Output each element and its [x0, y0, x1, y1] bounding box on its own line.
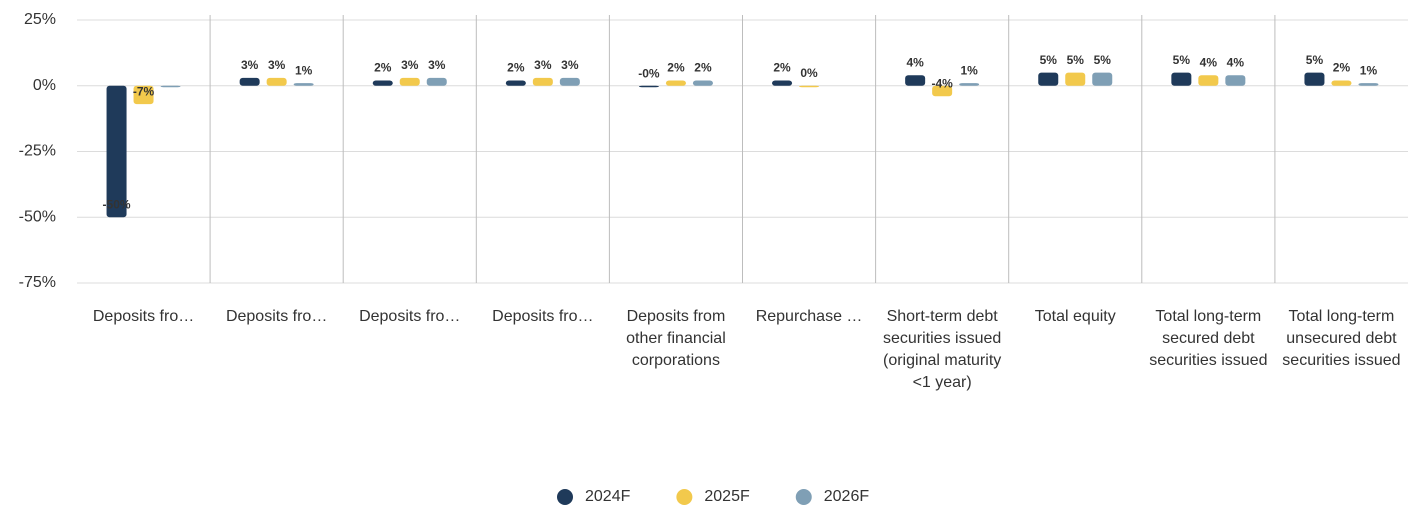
x-tick-label: Deposits fro… — [359, 308, 461, 325]
x-tick-label: Total long-term secured debt securities … — [1149, 308, 1268, 369]
bar — [638, 85, 659, 88]
legend-swatch — [795, 489, 812, 505]
y-tick-label: -75% — [19, 274, 56, 291]
data-label: -4% — [931, 76, 953, 90]
data-label: 3% — [268, 58, 286, 72]
bar — [1038, 72, 1059, 86]
legend-label: 2024F — [585, 488, 631, 505]
bar — [665, 80, 686, 86]
data-label: -50% — [103, 197, 131, 211]
data-label: 4% — [1200, 55, 1218, 69]
x-tick-label: Repurchase … — [755, 308, 863, 325]
legend-label: 2025F — [704, 488, 750, 505]
x-tick-label: Deposits fro… — [492, 308, 594, 325]
data-label: 5% — [1094, 53, 1112, 67]
bar — [692, 80, 713, 86]
data-label: 3% — [428, 58, 446, 72]
bar — [133, 85, 154, 105]
x-tick-label: Total equity — [1034, 308, 1116, 325]
legend-label: 2026F — [824, 488, 870, 505]
bar — [772, 80, 793, 86]
data-label: 5% — [1173, 53, 1191, 67]
x-tick-label: Total long-term unsecured debt securitie… — [1282, 308, 1401, 369]
bar — [1331, 80, 1352, 86]
bar — [1358, 83, 1379, 86]
bar — [799, 85, 820, 88]
data-label: 5% — [1040, 53, 1058, 67]
bar — [959, 83, 980, 86]
bar — [399, 77, 420, 86]
data-label: -0% — [638, 67, 660, 81]
data-label: 3% — [241, 58, 259, 72]
bar — [372, 80, 393, 86]
data-label: 3% — [401, 58, 419, 72]
bar — [1198, 75, 1219, 86]
bar — [239, 77, 260, 86]
data-label: 1% — [295, 63, 313, 77]
bar — [1092, 72, 1113, 86]
bar — [1225, 75, 1246, 86]
bar — [932, 85, 953, 97]
data-label: 2% — [1333, 61, 1351, 75]
data-label: 1% — [1360, 63, 1378, 77]
bar — [559, 77, 580, 86]
x-tick-label: Deposits from other financial corporatio… — [626, 308, 726, 369]
bar — [905, 75, 926, 86]
data-label: 1% — [960, 63, 978, 77]
data-label: 2% — [773, 61, 791, 75]
data-label: 0% — [800, 66, 818, 80]
y-tick-label: -50% — [19, 208, 56, 225]
data-label: 5% — [1306, 53, 1324, 67]
data-label: 2% — [694, 61, 712, 75]
bar — [1065, 72, 1086, 86]
y-tick-label: -25% — [19, 143, 56, 160]
data-label: 3% — [534, 58, 552, 72]
data-label: 4% — [1227, 55, 1245, 69]
data-label: 2% — [507, 61, 525, 75]
data-label: 2% — [667, 61, 685, 75]
bar — [106, 85, 127, 218]
bar — [160, 85, 181, 88]
bar — [532, 77, 553, 86]
bar — [505, 80, 526, 86]
data-label: 4% — [906, 55, 924, 69]
x-tick-label: Short-term debt securities issued (origi… — [883, 308, 1002, 391]
bar — [293, 83, 314, 86]
y-tick-label: 0% — [33, 77, 56, 94]
data-label: 3% — [561, 58, 579, 72]
data-label: 5% — [1067, 53, 1085, 67]
y-tick-label: 25% — [24, 11, 56, 28]
x-tick-label: Deposits fro… — [225, 308, 328, 325]
data-label: -7% — [133, 84, 155, 98]
bar — [1304, 72, 1325, 86]
x-tick-label: Deposits fro… — [92, 308, 195, 325]
bar — [266, 77, 287, 86]
legend-swatch — [676, 489, 693, 505]
bar — [1171, 72, 1192, 86]
legend-swatch — [557, 489, 573, 505]
data-label: 2% — [374, 61, 392, 75]
bar — [426, 77, 447, 86]
